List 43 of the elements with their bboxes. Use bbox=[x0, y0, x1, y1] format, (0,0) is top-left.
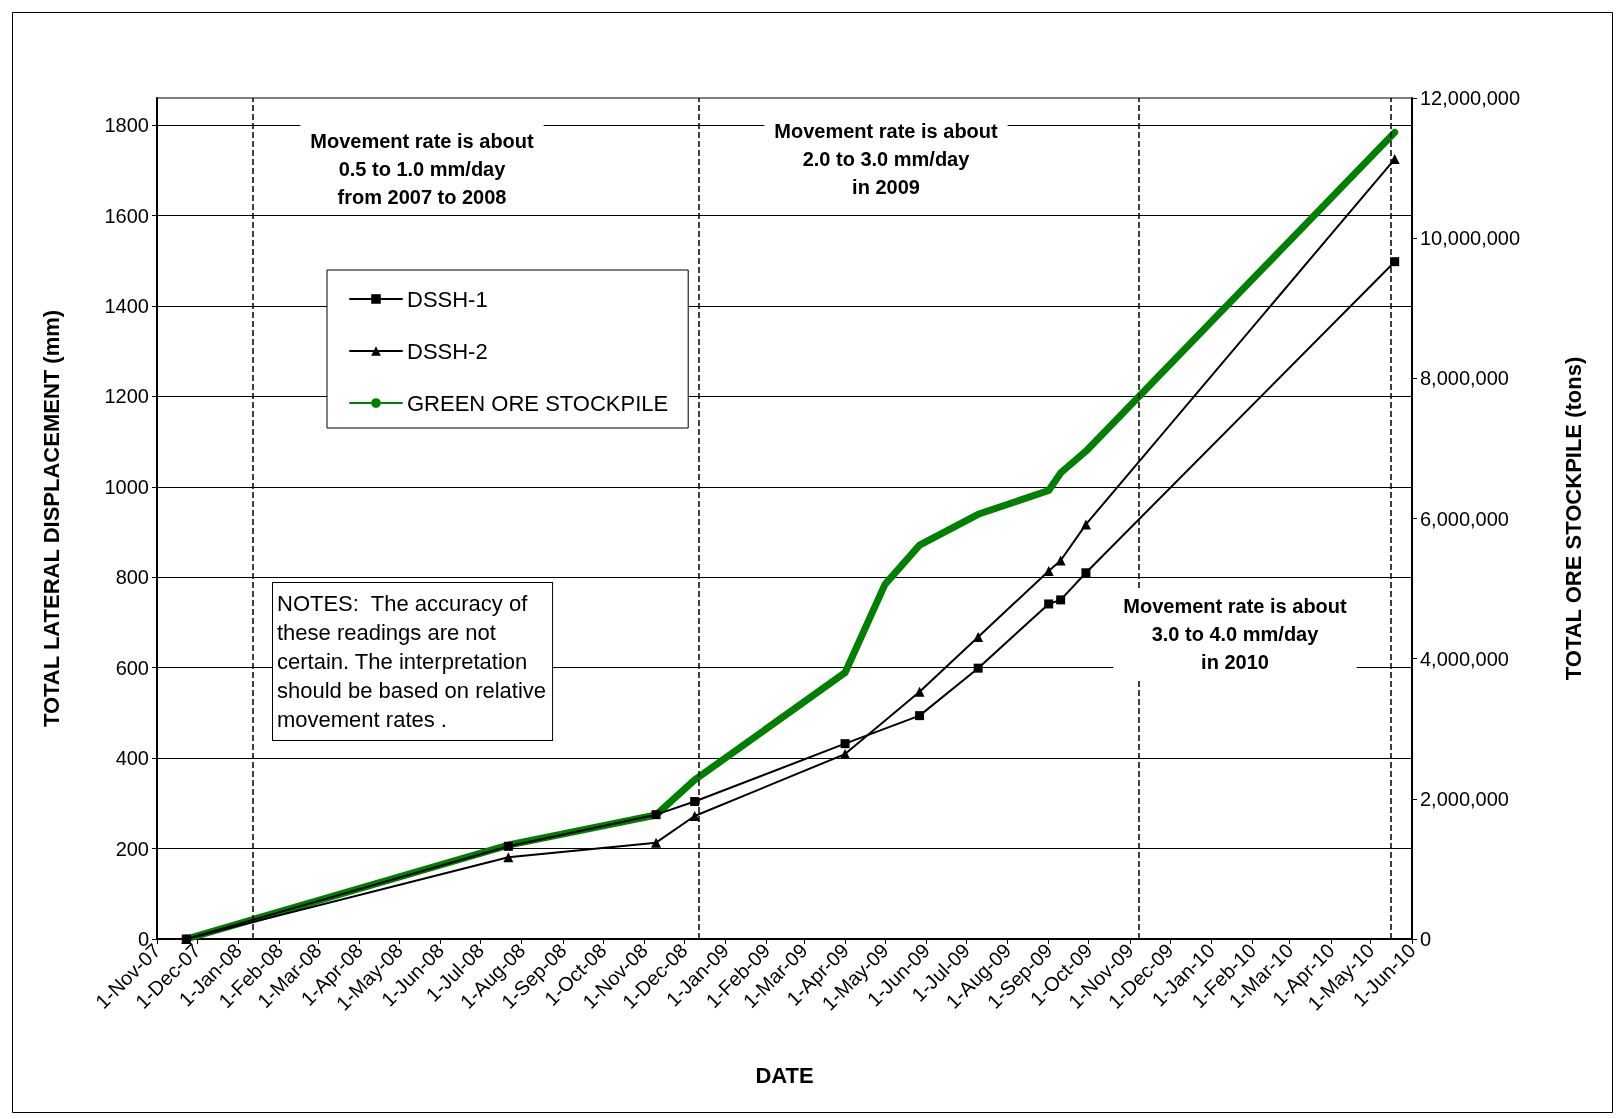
y-tick-label: 1200 bbox=[104, 385, 149, 408]
y2-tick-label: 2,000,000 bbox=[1420, 787, 1509, 810]
y2-tick-label: 0 bbox=[1420, 928, 1432, 950]
point bbox=[973, 631, 984, 642]
y2-axis-title: TOTAL ORE STOCKPILE (tons) bbox=[1560, 356, 1586, 681]
legend-label: DSSH-2 bbox=[407, 338, 488, 364]
point bbox=[503, 841, 513, 851]
y-tick-label: 200 bbox=[115, 837, 149, 860]
point bbox=[1044, 599, 1054, 609]
point bbox=[1043, 565, 1054, 576]
y-tick-label: 800 bbox=[115, 566, 149, 589]
point bbox=[1056, 595, 1066, 605]
legend-label: GREEN ORE STOCKPILE bbox=[407, 390, 669, 416]
y-axis-title: TOTAL LATERAL DISPLACEMENT (mm) bbox=[38, 309, 64, 728]
point bbox=[914, 686, 925, 697]
y2-tick-label: 8,000,000 bbox=[1420, 367, 1509, 390]
point bbox=[840, 739, 850, 749]
point bbox=[973, 663, 983, 673]
point bbox=[915, 711, 925, 721]
annotation: Movement rate is about 0.5 to 1.0 mm/day from 2007 to 2008 bbox=[310, 130, 535, 208]
annotation: NOTES: The accuracy of these readings are not certain. The interpretation should be based on relative movement rates . bbox=[277, 591, 547, 732]
y-tick-label: 600 bbox=[115, 656, 149, 679]
y-tick-label: 1400 bbox=[104, 294, 149, 317]
y2-tick-label: 4,000,000 bbox=[1420, 647, 1509, 670]
y2-tick-label: 6,000,000 bbox=[1420, 507, 1509, 530]
point bbox=[1055, 555, 1066, 566]
point bbox=[651, 837, 662, 848]
y-tick-label: 1000 bbox=[104, 475, 149, 498]
y-tick-label: 400 bbox=[115, 747, 149, 770]
point bbox=[651, 810, 661, 820]
y-tick-label: 1600 bbox=[104, 204, 149, 227]
point bbox=[689, 811, 700, 822]
y2-tick-label: 12,000,000 bbox=[1420, 87, 1521, 109]
point bbox=[690, 797, 700, 807]
legend-label: DSSH-1 bbox=[407, 286, 488, 312]
y2-tick-label: 10,000,000 bbox=[1420, 227, 1521, 250]
annotation: Movement rate is about 2.0 to 3.0 mm/day in 2009 bbox=[774, 120, 999, 198]
point bbox=[1081, 568, 1091, 578]
annotation: Movement rate is about 3.0 to 4.0 mm/day in 2010 bbox=[1123, 595, 1348, 673]
point bbox=[1080, 519, 1091, 530]
x-axis-title: DATE bbox=[755, 1062, 814, 1088]
y-tick-label: 1800 bbox=[104, 114, 149, 137]
point bbox=[503, 852, 514, 863]
